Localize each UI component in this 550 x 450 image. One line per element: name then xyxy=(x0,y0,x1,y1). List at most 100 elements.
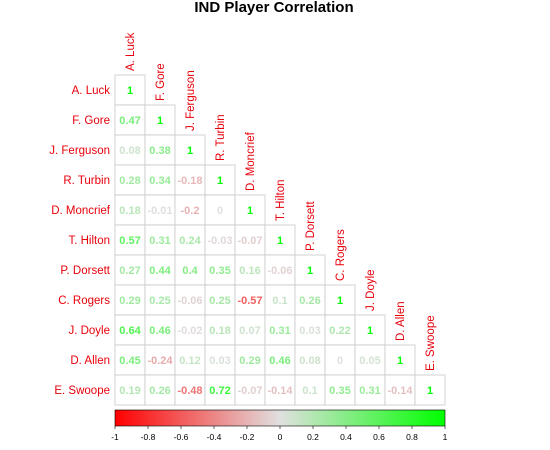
cell-value-4-4: 1 xyxy=(247,205,253,217)
cell-value-7-4: -0.57 xyxy=(237,295,262,307)
cell-value-6-1: 0.44 xyxy=(149,265,171,277)
cell-value-3-3: 1 xyxy=(217,175,223,187)
col-label-3: R. Turbin xyxy=(215,114,227,161)
cell-value-8-2: -0.02 xyxy=(177,325,202,337)
colorbar: -1 -0.8 -0.6 -0.4 -0.2 0 0.2 0.4 0.6 0.8 1 xyxy=(111,410,447,442)
cell-value-10-2: -0.48 xyxy=(177,385,202,397)
row-label-1: F. Gore xyxy=(72,115,110,127)
cell-value-6-4: 0.16 xyxy=(239,265,260,277)
cell-value-5-3: -0.03 xyxy=(207,235,232,247)
cell-value-4-0: 0.18 xyxy=(119,205,140,217)
colorbar-tick-label-4: -0.2 xyxy=(240,432,255,442)
cell-value-10-1: 0.26 xyxy=(149,385,170,397)
chart-title: IND Player Correlation xyxy=(194,0,353,16)
cell-value-7-1: 0.25 xyxy=(149,295,170,307)
cell-value-8-5: 0.31 xyxy=(269,325,290,337)
cell-value-5-4: -0.07 xyxy=(237,235,262,247)
cell-value-8-0: 0.64 xyxy=(119,325,141,337)
row-label-4: D. Moncrief xyxy=(51,205,111,217)
colorbar-tick-label-10: 1 xyxy=(443,432,448,442)
cell-value-8-6: 0.03 xyxy=(299,325,320,337)
cell-value-7-7: 1 xyxy=(337,295,343,307)
cell-value-10-9: -0.14 xyxy=(387,385,413,397)
row-label-7: C. Rogers xyxy=(58,295,110,307)
colorbar-tick-label-1: -0.8 xyxy=(141,432,156,442)
col-label-1: F. Gore xyxy=(155,63,167,101)
row-label-10: E. Swoope xyxy=(54,385,110,397)
colorbar-tick-label-8: 0.6 xyxy=(373,432,385,442)
cell-value-8-4: 0.07 xyxy=(239,325,260,337)
cell-value-7-6: 0.26 xyxy=(299,295,320,307)
cell-value-1-0: 0.47 xyxy=(119,115,140,127)
cell-value-3-2: -0.18 xyxy=(177,175,202,187)
cell-value-6-6: 1 xyxy=(307,265,313,277)
colorbar-tick-label-7: 0.4 xyxy=(340,432,352,442)
cell-value-4-3: 0 xyxy=(217,205,223,217)
cell-value-10-10: 1 xyxy=(427,385,433,397)
cell-value-7-5: 0.1 xyxy=(272,295,287,307)
colorbar-tick-label-6: 0.2 xyxy=(307,432,319,442)
cell-value-5-0: 0.57 xyxy=(119,235,140,247)
cell-value-5-1: 0.31 xyxy=(149,235,170,247)
col-label-6: P. Dorsett xyxy=(305,201,317,251)
row-label-0: A. Luck xyxy=(72,85,111,97)
row-label-5: T. Hilton xyxy=(68,235,110,247)
cell-value-10-0: 0.19 xyxy=(119,385,140,397)
cell-value-2-2: 1 xyxy=(187,145,193,157)
col-label-10: E. Swoope xyxy=(425,315,437,371)
colorbar-tick-label-2: -0.6 xyxy=(174,432,189,442)
cell-value-8-7: 0.22 xyxy=(329,325,350,337)
cell-value-9-4: 0.29 xyxy=(239,355,260,367)
cell-value-1-1: 1 xyxy=(157,115,163,127)
cell-value-10-8: 0.31 xyxy=(359,385,380,397)
col-label-2: J. Ferguson xyxy=(185,70,197,131)
col-label-4: D. Moncrief xyxy=(245,131,257,191)
cell-value-9-6: 0.08 xyxy=(299,355,320,367)
row-label-6: P. Dorsett xyxy=(60,265,110,277)
cell-value-6-0: 0.27 xyxy=(119,265,140,277)
cell-value-10-3: 0.72 xyxy=(209,385,230,397)
cell-value-5-2: 0.24 xyxy=(179,235,201,247)
cell-value-10-7: 0.35 xyxy=(329,385,350,397)
cell-value-2-0: 0.08 xyxy=(119,145,140,157)
cell-value-8-8: 1 xyxy=(367,325,373,337)
cell-value-8-1: 0.46 xyxy=(149,325,170,337)
cell-value-0-0: 1 xyxy=(127,85,133,97)
cell-value-9-5: 0.46 xyxy=(269,355,290,367)
cell-value-9-1: -0.24 xyxy=(147,355,173,367)
row-label-8: J. Doyle xyxy=(68,325,110,337)
cell-value-6-5: -0.06 xyxy=(267,265,292,277)
colorbar-tick-label-3: -0.4 xyxy=(207,432,222,442)
colorbar-tick-label-9: 0.8 xyxy=(406,432,418,442)
cell-value-9-8: 0.05 xyxy=(359,355,380,367)
colorbar-gradient xyxy=(115,410,445,426)
cell-value-9-7: 0 xyxy=(337,355,343,367)
cell-value-7-3: 0.25 xyxy=(209,295,230,307)
cell-value-3-0: 0.28 xyxy=(119,175,140,187)
cell-value-2-1: 0.38 xyxy=(149,145,170,157)
row-label-9: D. Allen xyxy=(70,355,110,367)
cell-value-4-1: -0.01 xyxy=(147,205,172,217)
cell-value-5-5: 1 xyxy=(277,235,283,247)
cell-value-10-4: -0.07 xyxy=(237,385,262,397)
col-label-9: D. Allen xyxy=(395,301,407,341)
colorbar-tick-label-0: -1 xyxy=(111,432,119,442)
cell-value-10-6: 0.1 xyxy=(302,385,317,397)
col-label-8: J. Doyle xyxy=(365,269,377,311)
cell-value-4-2: -0.2 xyxy=(181,205,200,217)
col-label-5: T. Hilton xyxy=(275,179,287,221)
cell-value-6-3: 0.35 xyxy=(209,265,230,277)
cell-value-9-2: 0.12 xyxy=(179,355,200,367)
col-label-0: A. Luck xyxy=(125,32,137,71)
row-label-3: R. Turbin xyxy=(63,175,110,187)
cell-value-7-2: -0.06 xyxy=(177,295,202,307)
col-label-7: C. Rogers xyxy=(335,229,347,281)
cell-value-9-0: 0.45 xyxy=(119,355,140,367)
cell-value-9-9: 1 xyxy=(397,355,403,367)
row-label-2: J. Ferguson xyxy=(49,145,110,157)
cell-value-9-3: 0.03 xyxy=(209,355,230,367)
cell-value-3-1: 0.34 xyxy=(149,175,171,187)
cell-value-6-2: 0.4 xyxy=(182,265,198,277)
cell-value-8-3: 0.18 xyxy=(209,325,230,337)
